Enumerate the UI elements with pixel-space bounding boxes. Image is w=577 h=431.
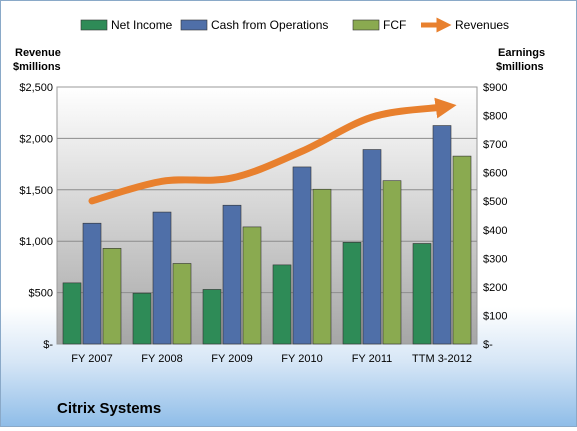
right-axis-title-line2: $millions bbox=[496, 61, 544, 73]
right-tick-label: $600 bbox=[483, 168, 507, 180]
category-label: FY 2007 bbox=[71, 353, 112, 365]
bar-fcf bbox=[102, 248, 122, 345]
bar-net-income bbox=[132, 292, 152, 345]
legend-swatch bbox=[80, 19, 108, 31]
bar-net-income bbox=[202, 289, 222, 345]
category-label: FY 2008 bbox=[141, 353, 182, 365]
bar-cash-from-operations bbox=[362, 149, 382, 345]
left-axis-ticks: $- $500 $1,000 $1,500 $2,000 $2,500 bbox=[19, 82, 53, 351]
company-label: Citrix Systems bbox=[57, 400, 161, 417]
legend-label: FCF bbox=[383, 18, 406, 32]
left-tick-label: $1,000 bbox=[19, 236, 53, 248]
right-tick-label: $300 bbox=[483, 253, 507, 265]
left-tick-label: $- bbox=[43, 339, 53, 351]
bar-net-income bbox=[62, 282, 82, 345]
category-labels: FY 2007 FY 2008 FY 2009 FY 2010 FY 2011 TTM 3… bbox=[71, 353, 472, 365]
bar-fcf bbox=[242, 226, 262, 345]
bar-cash-from-operations bbox=[292, 166, 312, 345]
bar-cash-from-operations bbox=[152, 211, 172, 345]
legend-item-cash-from-operations: Cash from Operations bbox=[180, 18, 328, 32]
bar-fcf bbox=[452, 155, 472, 345]
category-label: FY 2011 bbox=[352, 353, 393, 365]
right-tick-label: $700 bbox=[483, 139, 507, 151]
right-tick-label: $500 bbox=[483, 196, 507, 208]
right-axis-title-line1: Earnings bbox=[498, 47, 545, 59]
plot-area bbox=[56, 86, 478, 345]
left-tick-label: $500 bbox=[29, 288, 53, 300]
left-tick-label: $2,500 bbox=[19, 82, 53, 94]
bar-cash-from-operations bbox=[82, 222, 102, 345]
left-tick-label: $2,000 bbox=[19, 133, 53, 145]
right-tick-label: $900 bbox=[483, 82, 507, 94]
legend-label: Revenues bbox=[455, 18, 509, 32]
legend: Net Income Cash from Operations FCF Revenue… bbox=[80, 17, 509, 33]
legend-item-revenues: Revenues bbox=[421, 17, 509, 33]
bar-cash-from-operations bbox=[222, 204, 242, 345]
bar-fcf bbox=[312, 188, 332, 345]
legend-swatch bbox=[180, 19, 208, 31]
bars bbox=[62, 125, 472, 345]
bar-net-income bbox=[342, 242, 362, 345]
line-revenues bbox=[88, 97, 457, 205]
bar-cash-from-operations bbox=[432, 125, 452, 345]
left-axis-title-line1: Revenue bbox=[15, 47, 61, 59]
right-tick-label: $200 bbox=[483, 282, 507, 294]
legend-label: Net Income bbox=[111, 18, 173, 32]
bar-net-income bbox=[412, 243, 432, 345]
left-axis-title-line2: $millions bbox=[13, 61, 61, 73]
legend-item-fcf: FCF bbox=[352, 18, 406, 32]
right-tick-label: $400 bbox=[483, 225, 507, 237]
right-tick-label: $100 bbox=[483, 310, 507, 322]
right-tick-label: $- bbox=[483, 339, 493, 351]
category-label: FY 2010 bbox=[281, 353, 322, 365]
left-tick-label: $1,500 bbox=[19, 185, 53, 197]
right-tick-label: $800 bbox=[483, 111, 507, 123]
revenue-line-layer bbox=[88, 97, 457, 205]
bar-net-income bbox=[272, 264, 292, 345]
category-label: TTM 3-2012 bbox=[412, 353, 472, 365]
category-label: FY 2009 bbox=[211, 353, 252, 365]
legend-item-net-income: Net Income bbox=[80, 18, 173, 32]
bar-fcf bbox=[172, 263, 192, 345]
legend-label: Cash from Operations bbox=[211, 18, 328, 32]
legend-swatch bbox=[352, 19, 380, 31]
right-axis-ticks: $- $100 $200 $300 $400 $500 $600 $700 $800 $900 bbox=[483, 82, 507, 351]
bar-fcf bbox=[382, 180, 402, 345]
